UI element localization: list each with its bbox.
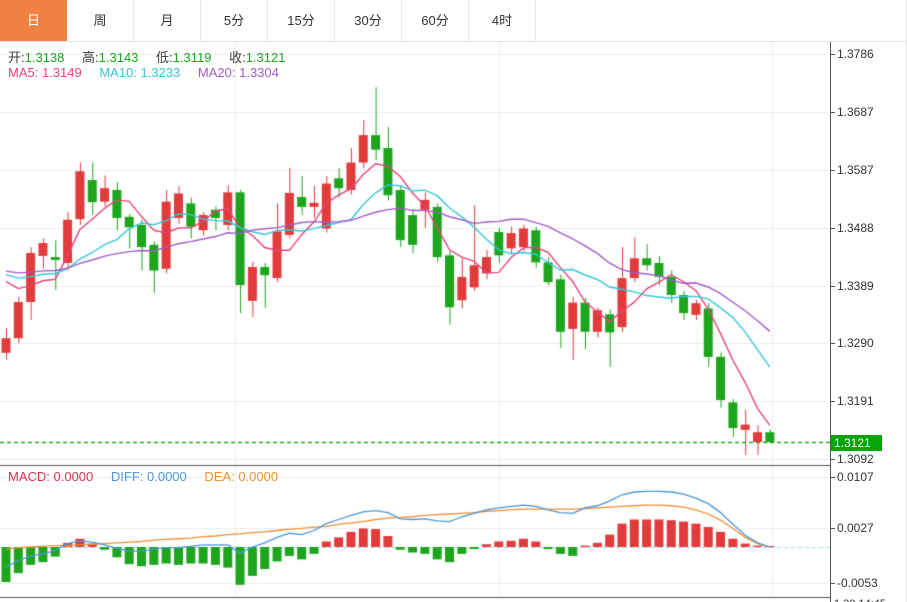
price-tick	[831, 170, 835, 171]
price-tick	[831, 286, 835, 287]
price-axis-label: 1.3191	[837, 394, 874, 408]
close-value: 1.3121	[245, 50, 286, 65]
current-price-badge: 1.3121	[831, 435, 882, 451]
macd-axis-label: -0.0053	[837, 576, 878, 590]
ma5-value: MA5: 1.3149	[8, 65, 82, 80]
price-axis-label: 1.3290	[837, 336, 874, 350]
macd-tick	[831, 528, 835, 529]
price-tick	[831, 228, 835, 229]
macd-value: MACD: 0.0000	[8, 469, 94, 484]
ma10-value: MA10: 1.3233	[99, 65, 181, 80]
high-label: 高:	[82, 50, 99, 65]
macd-axis-label: 0.0107	[837, 470, 874, 484]
tab-周[interactable]: 周	[67, 0, 134, 41]
tab-5分[interactable]: 5分	[201, 0, 268, 41]
dea-value: DEA: 0.0000	[204, 469, 279, 484]
open-value: 1.3138	[24, 50, 65, 65]
price-axis-label: 1.3389	[837, 279, 874, 293]
price-axis-label: 1.3687	[837, 105, 874, 119]
tab-60分[interactable]: 60分	[402, 0, 469, 41]
tab-15分[interactable]: 15分	[268, 0, 335, 41]
low-value: 1.3119	[172, 50, 212, 65]
diff-value: DIFF: 0.0000	[110, 469, 187, 484]
ma-legend: MA5: 1.3149 MA10: 1.3233 MA20: 1.3304	[8, 65, 293, 80]
price-axis-label: 1.3786	[837, 47, 874, 61]
macd-legend: MACD: 0.0000 DIFF: 0.0000 DEA: 0.0000	[8, 469, 292, 484]
macd-axis-label: 0.0027	[837, 521, 874, 535]
tab-30分[interactable]: 30分	[335, 0, 402, 41]
candlestick-macd-canvas[interactable]	[0, 42, 830, 602]
period-tabbar: 日周月 5分 15分 30分 60分 4时	[0, 0, 906, 42]
clipped-time-label: 1.30 14:45	[834, 598, 886, 602]
price-tick	[831, 459, 835, 460]
tab-月[interactable]: 月	[134, 0, 201, 41]
close-label: 收:	[229, 50, 246, 65]
high-value: 1.3143	[98, 50, 139, 65]
tab-4时[interactable]: 4时	[469, 0, 536, 41]
open-label: 开:	[8, 50, 25, 65]
price-axis: 1.3121 1.30 14:45 1.3786 1.3687 1.3587 1.34…	[830, 42, 906, 602]
ohlc-legend: 开:1.3138 高:1.3143 低:1.3119 收:1.3121	[8, 47, 299, 66]
price-axis-label: 1.3488	[837, 221, 874, 235]
price-tick	[831, 343, 835, 344]
price-tick	[831, 401, 835, 402]
low-label: 低:	[156, 50, 173, 65]
macd-tick	[831, 477, 835, 478]
tab-日[interactable]: 日	[0, 0, 67, 41]
ma20-value: MA20: 1.3304	[197, 65, 279, 80]
price-tick	[831, 54, 835, 55]
price-axis-label: 1.3092	[837, 452, 874, 466]
macd-tick	[831, 583, 835, 584]
price-tick	[831, 112, 835, 113]
price-axis-label: 1.3587	[837, 163, 874, 177]
